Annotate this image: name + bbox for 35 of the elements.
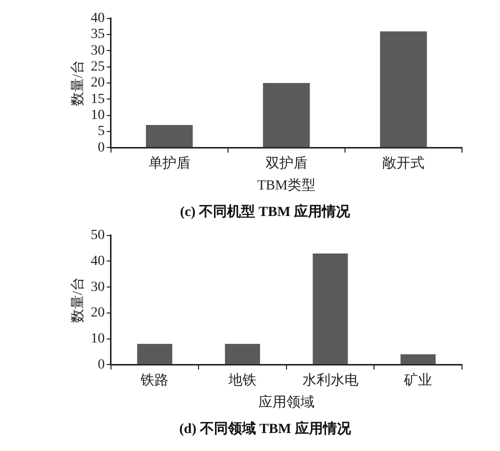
y-tick-label: 30 <box>90 280 105 295</box>
x-axis-title: 应用领域 <box>258 394 314 410</box>
y-tick-label: 10 <box>90 331 105 346</box>
y-tick-label: 10 <box>90 108 105 123</box>
bar <box>146 124 193 148</box>
y-tick-label: 0 <box>98 357 105 372</box>
y-tick-label: 50 <box>90 228 105 244</box>
bar <box>262 83 310 148</box>
y-tick-label: 20 <box>90 306 105 321</box>
x-tick-label: 地铁 <box>228 372 256 389</box>
y-axis-title: 数量/台 <box>70 60 86 106</box>
y-tick-label: 25 <box>90 60 105 75</box>
x-tick-label: 水利水电 <box>302 372 358 389</box>
text: (d) 不同领域 TBM 应用情况 <box>179 420 352 438</box>
x-tick-label: 铁路 <box>140 372 169 389</box>
y-tick-label: 20 <box>90 76 105 91</box>
bar <box>224 344 260 364</box>
x-tick-label: 单护盾 <box>148 156 190 172</box>
y-tick-label: 30 <box>90 43 105 58</box>
x-axis-title: TBM类型 <box>257 177 316 194</box>
x-tick-label: 双护盾 <box>265 156 308 172</box>
x-tick-label: 矿业 <box>403 372 432 389</box>
y-tick-label: 15 <box>90 92 105 107</box>
y-tick-label: 5 <box>98 124 105 140</box>
bar <box>380 31 427 148</box>
y-tick-label: 40 <box>90 254 105 269</box>
bar <box>400 354 436 364</box>
bar <box>312 253 348 364</box>
y-tick-label: 35 <box>90 27 105 42</box>
bar <box>137 344 172 364</box>
x-tick-label: 敞开式 <box>382 156 424 172</box>
y-axis-title: 数量/台 <box>70 277 86 323</box>
y-tick-label: 40 <box>90 11 105 26</box>
y-tick-label: 0 <box>98 140 105 156</box>
text: (c) 不同机型 TBM 应用情况 <box>180 203 351 220</box>
